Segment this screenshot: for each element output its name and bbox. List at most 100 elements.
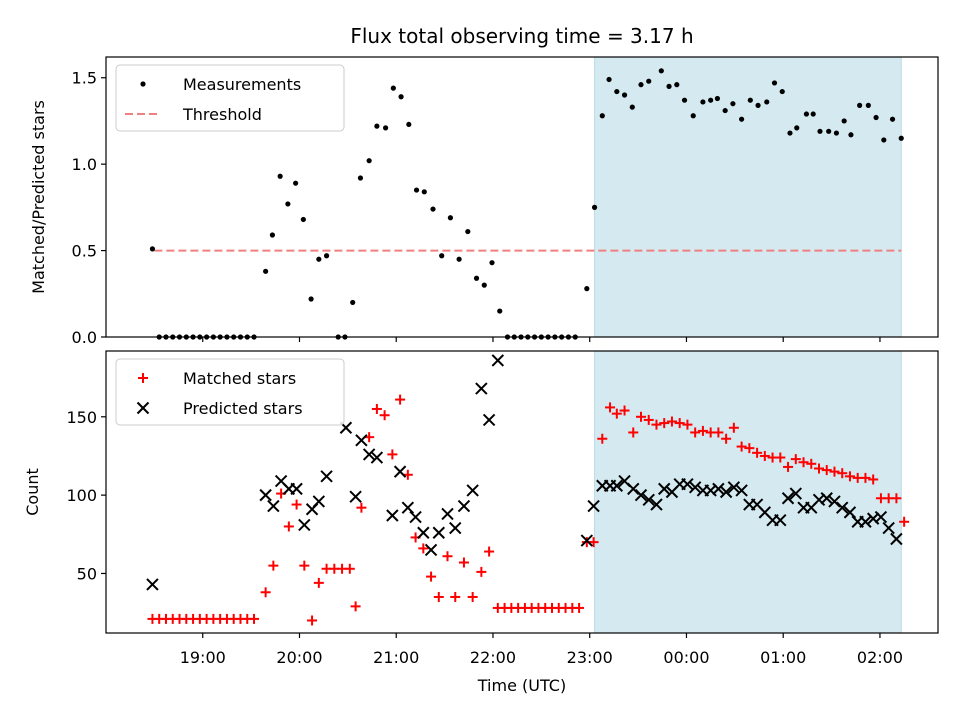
predicted-star-point <box>681 477 694 491</box>
predicted-star-point <box>298 518 311 532</box>
matched-star-point <box>837 468 848 479</box>
matched-star-point <box>574 602 585 613</box>
measurement-point <box>841 118 847 124</box>
matched-star-point <box>313 577 324 588</box>
matched-star-point <box>829 466 840 477</box>
measurement-point <box>421 189 427 195</box>
x-tick-label: 01:00 <box>760 648 806 667</box>
y-axis-title: Matched/Predicted stars <box>29 100 48 294</box>
predicted-star-point <box>712 482 725 496</box>
matched-star-point <box>651 419 662 430</box>
x-b <box>712 482 725 496</box>
legend-label: Threshold <box>182 105 262 124</box>
y-tick-label: 150 <box>66 408 97 427</box>
matched-star-point <box>666 416 677 427</box>
predicted-star-point <box>820 492 833 505</box>
predicted-star-point <box>587 499 600 513</box>
x-tick-label: 21:00 <box>373 648 419 667</box>
matched-star-point <box>860 472 871 483</box>
y-tick-label: 100 <box>66 486 97 505</box>
x-b <box>349 490 362 503</box>
y-tick-label: 50 <box>77 564 97 583</box>
measurement-point <box>690 113 696 119</box>
predicted-star-point <box>320 470 333 483</box>
measurement-point <box>779 88 785 95</box>
measurement-point <box>646 78 652 84</box>
x-b <box>457 499 471 513</box>
matched-star-point <box>484 546 495 557</box>
x-b <box>424 543 438 557</box>
predicted-star-point <box>882 521 895 535</box>
x-b <box>466 484 479 497</box>
predicted-star-point <box>828 495 841 508</box>
measurement-point <box>873 114 879 121</box>
matched-star-point <box>442 551 453 562</box>
matched-star-point <box>371 403 382 414</box>
matched-star-point <box>467 591 478 602</box>
x-axis-title: Time (UTC) <box>477 676 566 695</box>
measurement-point <box>591 204 598 210</box>
measurement-point <box>865 102 871 108</box>
shaded-region <box>594 56 902 338</box>
x-b <box>681 477 694 491</box>
axes-frame <box>105 350 939 634</box>
measurement-point <box>323 253 330 259</box>
matched-star-point <box>387 449 398 460</box>
predicted-star-point <box>386 509 399 522</box>
measurement-point <box>149 246 156 252</box>
predicted-star-point <box>259 488 272 502</box>
measurement-point <box>263 268 269 274</box>
x-b <box>812 493 826 507</box>
x-b <box>882 521 895 535</box>
predicted-star-point <box>290 482 303 496</box>
matched-star-point <box>713 427 724 438</box>
x-b <box>259 488 272 502</box>
matched-star-point <box>350 601 361 612</box>
legend-marker-x-b <box>136 401 150 415</box>
measurement-point <box>413 187 420 193</box>
x-b <box>618 474 631 488</box>
predicted-star-point <box>627 482 640 496</box>
predicted-star-point <box>843 506 857 519</box>
matched-star-point <box>736 441 747 452</box>
predicted-star-point <box>267 499 280 513</box>
x-b <box>475 382 488 395</box>
measurement-point <box>681 97 688 103</box>
predicted-star-point <box>735 484 748 497</box>
predicted-star-point <box>890 532 903 546</box>
matched-star-point <box>821 465 832 476</box>
y-axis-title: Count <box>23 468 42 516</box>
predicted-star-point <box>658 482 671 496</box>
x-b <box>274 474 288 488</box>
measurement-point <box>658 68 664 74</box>
shaded-region <box>594 350 902 634</box>
x-b <box>820 492 833 505</box>
measurement-point <box>584 286 590 292</box>
predicted-star-point <box>424 543 438 557</box>
x-b <box>843 506 857 519</box>
matched-star-point <box>806 458 817 469</box>
measurement-point <box>833 130 840 136</box>
x-b <box>441 507 454 521</box>
matched-star-point <box>674 418 685 429</box>
x-b <box>386 509 399 522</box>
x-b <box>393 465 407 478</box>
measurement-point <box>889 116 896 122</box>
predicted-star-point <box>409 510 422 524</box>
x-b <box>789 487 802 500</box>
measurement-point <box>755 102 761 108</box>
matched-star-point <box>588 537 599 548</box>
measurement-point <box>810 111 816 117</box>
matched-star-point <box>426 571 437 582</box>
predicted-star-point <box>432 526 446 539</box>
matched-star-point <box>418 543 429 554</box>
legend-box <box>115 358 345 426</box>
measurement-point <box>481 282 487 288</box>
measurement-point <box>848 132 854 138</box>
x-b <box>634 488 648 502</box>
matched-star-point <box>299 560 310 571</box>
measurement-point <box>489 260 495 266</box>
matched-star-point <box>249 613 260 624</box>
matched-star-point <box>291 499 302 510</box>
predicted-star-point <box>634 488 648 502</box>
